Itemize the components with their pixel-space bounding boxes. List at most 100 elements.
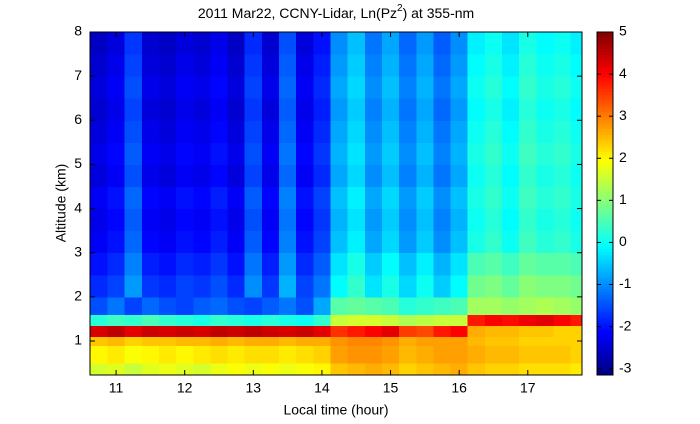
heat-cell bbox=[313, 314, 332, 327]
heat-cell bbox=[296, 142, 314, 165]
heat-cell bbox=[502, 142, 520, 165]
heat-cell bbox=[330, 296, 349, 316]
heat-cell bbox=[519, 208, 537, 232]
heat-cell bbox=[416, 186, 434, 210]
heat-cell bbox=[107, 186, 126, 210]
colorbar-swatch bbox=[597, 166, 613, 170]
colorbar-swatch bbox=[597, 237, 613, 242]
heat-cell bbox=[553, 314, 572, 327]
heat-cell bbox=[296, 325, 314, 338]
heat-cell bbox=[381, 252, 400, 276]
heat-cell bbox=[193, 296, 211, 316]
heat-cell bbox=[570, 314, 583, 327]
colorbar-swatch bbox=[597, 54, 613, 59]
heat-cell bbox=[90, 54, 108, 77]
heat-cell bbox=[279, 363, 297, 376]
heat-cell bbox=[570, 76, 583, 99]
heat-cell bbox=[90, 208, 108, 232]
heat-cell bbox=[158, 345, 177, 364]
heat-cell bbox=[141, 230, 160, 254]
heat-cell bbox=[313, 76, 332, 99]
heat-cell bbox=[244, 98, 263, 121]
colorbar-swatch bbox=[597, 300, 613, 305]
heat-cell bbox=[279, 325, 297, 338]
heat-cell bbox=[279, 296, 297, 316]
heat-cell bbox=[193, 345, 211, 364]
colorbar-swatch bbox=[597, 52, 613, 56]
heat-cell bbox=[244, 345, 263, 364]
heat-cell bbox=[467, 252, 486, 276]
heat-cell bbox=[90, 252, 108, 276]
heat-cell bbox=[176, 296, 194, 316]
heat-cell bbox=[416, 230, 434, 254]
colorbar-swatch bbox=[597, 317, 613, 322]
heat-cell bbox=[296, 345, 314, 364]
heat-cell bbox=[279, 314, 297, 327]
heat-cell bbox=[330, 325, 349, 338]
heat-cell bbox=[330, 186, 349, 210]
heat-cell bbox=[90, 345, 108, 364]
heat-cell bbox=[347, 186, 366, 210]
heat-cell bbox=[176, 230, 194, 254]
heat-cell bbox=[90, 142, 108, 165]
heat-cell bbox=[141, 32, 160, 55]
heat-cell bbox=[553, 296, 572, 316]
heat-cell bbox=[193, 252, 211, 276]
heat-cell bbox=[210, 76, 229, 99]
heat-cell bbox=[261, 363, 280, 376]
colorbar-tick-label: -2 bbox=[619, 317, 632, 333]
heat-cell bbox=[553, 164, 572, 188]
heat-cell bbox=[502, 336, 520, 346]
heat-cell bbox=[553, 345, 572, 364]
heat-cell bbox=[330, 54, 349, 77]
heat-cell bbox=[416, 296, 434, 316]
heat-cell bbox=[227, 230, 246, 254]
heat-cell bbox=[536, 345, 555, 364]
heat-cell bbox=[502, 76, 520, 99]
heat-cell bbox=[553, 32, 572, 55]
heat-cell bbox=[347, 363, 366, 376]
heat-cell bbox=[416, 325, 434, 338]
heat-cell bbox=[536, 325, 555, 338]
colorbar-swatch bbox=[597, 269, 613, 273]
heat-cell bbox=[536, 54, 555, 77]
colorbar-swatch bbox=[597, 189, 613, 193]
colorbar-swatch bbox=[597, 117, 613, 122]
heat-cell bbox=[330, 208, 349, 232]
heat-cell bbox=[570, 32, 583, 55]
heat-cell bbox=[484, 230, 503, 254]
heat-cell bbox=[416, 98, 434, 121]
heat-cell bbox=[416, 336, 434, 346]
heat-cell bbox=[536, 186, 555, 210]
heat-cell bbox=[90, 98, 108, 121]
heat-cell bbox=[364, 252, 383, 276]
colorbar-swatch bbox=[597, 77, 613, 82]
heat-cell bbox=[450, 120, 469, 143]
heat-cell bbox=[364, 325, 383, 338]
heat-cell bbox=[347, 296, 366, 316]
heat-cell bbox=[124, 142, 143, 165]
heat-cell bbox=[519, 186, 537, 210]
colorbar-swatch bbox=[597, 372, 613, 376]
heat-cell bbox=[261, 252, 280, 276]
heat-cell bbox=[107, 336, 126, 346]
heat-cell bbox=[330, 336, 349, 346]
heat-cell bbox=[107, 325, 126, 338]
heat-cell bbox=[296, 363, 314, 376]
x-tick-label: 14 bbox=[314, 380, 330, 396]
heat-cell bbox=[484, 54, 503, 77]
heat-cell bbox=[347, 336, 366, 346]
heat-cell bbox=[502, 345, 520, 364]
heat-cell bbox=[519, 314, 537, 327]
colorbar-swatch bbox=[597, 266, 613, 270]
heat-cell bbox=[210, 142, 229, 165]
colorbar-swatch bbox=[597, 349, 613, 353]
heat-cell bbox=[227, 336, 246, 346]
heat-cell bbox=[484, 142, 503, 165]
heat-cell bbox=[519, 296, 537, 316]
colorbar-swatch bbox=[597, 357, 613, 362]
heat-cell bbox=[467, 32, 486, 55]
heat-cell bbox=[416, 54, 434, 77]
colorbar-swatch bbox=[597, 366, 613, 370]
